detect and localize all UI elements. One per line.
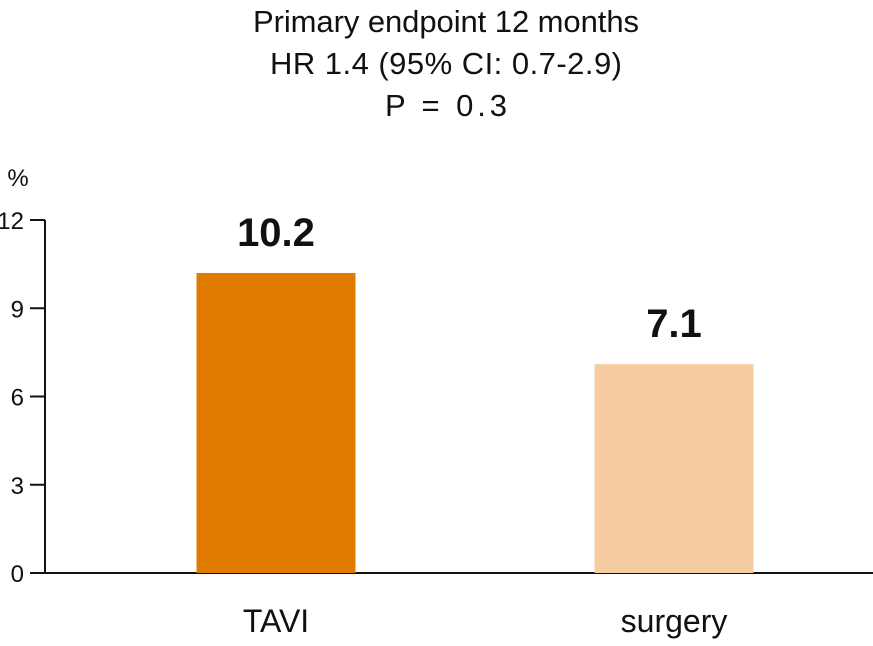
data-label: 7.1 <box>646 302 702 346</box>
y-axis-label: % <box>7 165 28 192</box>
title-line: HR 1.4 (95% CI: 0.7-2.9) <box>270 46 622 81</box>
y-tick-label: 3 <box>11 473 24 500</box>
bar-surgery <box>594 364 754 573</box>
y-tick-label: 9 <box>11 296 24 323</box>
y-tick-label: 12 <box>0 208 24 235</box>
x-tick-label: surgery <box>621 603 728 639</box>
bar-tavi <box>196 272 356 573</box>
x-tick-label: TAVI <box>243 603 309 639</box>
y-tick-label: 0 <box>11 561 24 588</box>
data-label: 10.2 <box>237 211 315 255</box>
chart-title: Primary endpoint 12 months HR 1.4 (95% CI… <box>253 4 639 123</box>
title-line: Primary endpoint 12 months <box>253 4 639 39</box>
y-tick-label: 6 <box>11 385 24 412</box>
title-line: P = 0.3 <box>385 88 507 123</box>
